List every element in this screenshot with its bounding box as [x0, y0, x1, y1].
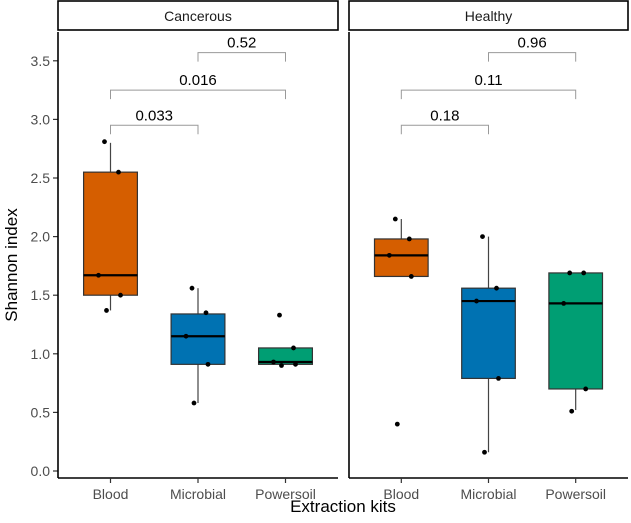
data-point	[392, 216, 398, 222]
data-point	[279, 363, 284, 368]
panel-title: Cancerous	[164, 8, 232, 24]
data-point	[406, 236, 412, 242]
p-value-label: 0.52	[227, 35, 256, 52]
data-point	[118, 292, 123, 298]
data-point	[583, 386, 589, 392]
p-value-label: 0.96	[517, 35, 546, 52]
y-tick-label: 1.0	[31, 346, 51, 362]
data-point	[394, 421, 400, 427]
y-tick-label: 1.5	[31, 287, 51, 303]
x-axis-label: Extraction kits	[290, 497, 396, 516]
data-point	[293, 361, 298, 367]
data-point	[567, 270, 573, 276]
y-tick-label: 3.5	[31, 53, 51, 69]
data-point	[203, 310, 209, 316]
significance-bracket	[110, 124, 199, 135]
data-point	[482, 449, 487, 455]
data-point	[494, 285, 499, 291]
box-blood	[373, 238, 429, 278]
box-microbial	[461, 287, 516, 380]
y-axis-label: Shannon index	[2, 208, 21, 322]
data-point	[104, 308, 109, 313]
data-point	[561, 301, 567, 306]
panel-strip	[348, 0, 629, 31]
x-tick-label: Microbial	[170, 486, 226, 502]
p-value-label: 0.18	[430, 107, 459, 124]
box-powersoil	[548, 272, 604, 390]
y-tick-label: 0.0	[31, 463, 51, 479]
box-microbial	[170, 313, 226, 365]
x-tick-label: Microbial	[460, 486, 516, 502]
p-value-label: 0.033	[135, 107, 173, 124]
data-point	[277, 312, 282, 318]
significance-bracket	[197, 52, 286, 62]
data-point	[569, 408, 575, 414]
data-point	[205, 361, 211, 367]
data-point	[480, 234, 485, 240]
p-value-label: 0.11	[474, 72, 502, 89]
y-tick-label: 0.5	[31, 404, 51, 420]
significance-bracket	[110, 89, 286, 100]
data-point	[96, 272, 101, 278]
y-tick-label: 2.5	[31, 170, 51, 186]
y-tick-label: 2.0	[31, 229, 51, 245]
y-tick-label: 3.0	[31, 111, 51, 127]
data-point	[474, 298, 479, 304]
p-value-label: 0.016	[179, 72, 217, 89]
data-point	[271, 359, 276, 365]
data-point	[581, 270, 587, 276]
significance-bracket	[488, 52, 577, 62]
x-tick-label: Powersoil	[545, 486, 606, 502]
data-point	[183, 333, 189, 339]
x-tick-label: Blood	[93, 486, 129, 502]
panel-strip	[57, 0, 339, 31]
data-point	[189, 285, 195, 291]
data-point	[116, 169, 121, 175]
data-point	[386, 252, 392, 258]
x-tick-label: Powersoil	[255, 486, 316, 502]
data-point	[496, 376, 501, 381]
x-tick-label: Blood	[383, 486, 419, 502]
data-point	[191, 400, 197, 406]
panel-title: Healthy	[465, 8, 512, 24]
significance-bracket	[400, 89, 577, 100]
data-point	[408, 274, 414, 279]
box-blood	[82, 171, 139, 296]
data-point	[102, 139, 107, 145]
significance-bracket	[400, 124, 489, 135]
data-point	[291, 345, 296, 351]
